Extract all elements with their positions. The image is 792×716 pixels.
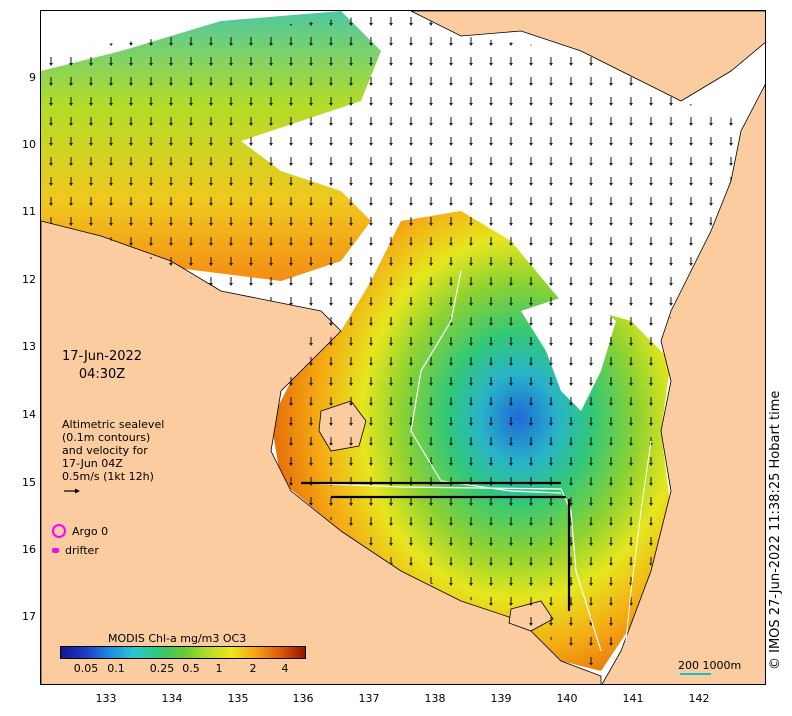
depth-scale-bar xyxy=(680,673,711,675)
depth-scale-label: 200 1000m xyxy=(678,659,742,672)
y-tick-11: 11 xyxy=(22,205,36,218)
x-tick-141: 141 xyxy=(622,692,644,705)
velocity-arrows xyxy=(41,11,741,671)
colorbar-tick: 0.1 xyxy=(107,662,125,675)
map-canvas[interactable] xyxy=(41,11,766,685)
sealevel-contour-2 xyxy=(300,482,602,652)
argo-label: Argo 0 xyxy=(72,524,109,538)
colorbar xyxy=(60,646,306,659)
drifter-legend: drifter xyxy=(52,544,99,557)
argo-circle-icon xyxy=(52,524,66,538)
x-tick-142: 142 xyxy=(688,692,710,705)
altimetry-legend: Altimetric sealevel (0.1m contours) and … xyxy=(62,418,164,498)
x-tick-140: 140 xyxy=(556,692,578,705)
colorbar-title: MODIS Chl-a mg/m3 OC3 xyxy=(108,632,247,645)
argo-legend: Argo 0 xyxy=(52,524,108,538)
alt-line-4: 17-Jun 04Z xyxy=(62,457,123,470)
drifter-dot-icon xyxy=(52,548,59,553)
alt-line-2: (0.1m contours) xyxy=(62,431,151,444)
date-line: 17-Jun-2022 xyxy=(62,349,143,364)
drifter-label: drifter xyxy=(65,544,99,557)
y-tick-14: 14 xyxy=(22,408,36,421)
y-tick-12: 12 xyxy=(22,273,36,286)
colorbar-tick: 0.25 xyxy=(149,662,175,675)
time-line: 04:30Z xyxy=(78,367,126,382)
velocity-scale-arrow-icon xyxy=(64,488,80,494)
x-tick-136: 136 xyxy=(292,692,314,705)
credit-text: © IMOS 27-Jun-2022 11:38:25 Hobart time xyxy=(768,390,783,670)
colorbar-tick: 0.5 xyxy=(182,662,200,675)
y-tick-9: 9 xyxy=(29,71,36,84)
x-tick-133: 133 xyxy=(95,692,117,705)
colorbar-tick: 0.05 xyxy=(73,662,99,675)
sealevel-contour xyxy=(410,270,562,494)
alt-line-5: 0.5m/s (1kt 12h) xyxy=(62,470,154,483)
sealevel-contour-3 xyxy=(625,440,652,642)
alt-line-1: Altimetric sealevel xyxy=(62,418,165,431)
y-tick-10: 10 xyxy=(22,138,36,151)
y-tick-13: 13 xyxy=(22,340,36,353)
map-frame[interactable] xyxy=(40,10,766,685)
land-cape-york xyxy=(601,83,765,684)
y-tick-17: 17 xyxy=(22,610,36,623)
colorbar-tick: 4 xyxy=(281,662,289,675)
x-tick-138: 138 xyxy=(424,692,446,705)
date-label: 17-Jun-2022 04:30Z xyxy=(62,348,142,384)
colorbar-tick: 2 xyxy=(249,662,257,675)
current-jet xyxy=(301,481,571,611)
alt-line-3: and velocity for xyxy=(62,444,148,457)
x-tick-135: 135 xyxy=(227,692,249,705)
y-tick-16: 16 xyxy=(22,543,36,556)
x-tick-134: 134 xyxy=(161,692,183,705)
x-tick-139: 139 xyxy=(490,692,512,705)
y-tick-15: 15 xyxy=(22,476,36,489)
colorbar-tick: 1 xyxy=(215,662,223,675)
x-tick-137: 137 xyxy=(358,692,380,705)
